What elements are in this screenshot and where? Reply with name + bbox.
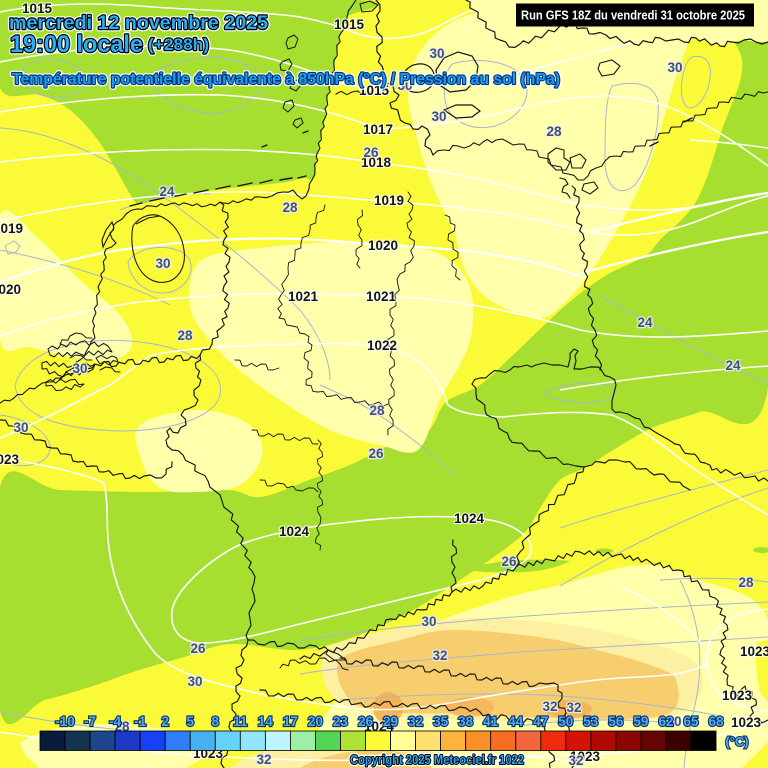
svg-text:1021: 1021 xyxy=(288,289,319,304)
svg-text:11: 11 xyxy=(233,714,248,729)
svg-text:Copyright 2025 Meteociel.fr 10: Copyright 2025 Meteociel.fr 1022 xyxy=(350,753,524,767)
svg-text:41: 41 xyxy=(483,714,499,729)
svg-text:50: 50 xyxy=(558,714,573,729)
svg-text:28: 28 xyxy=(546,124,562,139)
svg-text:35: 35 xyxy=(433,714,449,729)
svg-text:30: 30 xyxy=(13,420,28,435)
svg-text:30: 30 xyxy=(431,109,446,124)
svg-text:44: 44 xyxy=(508,714,524,729)
svg-text:1020: 1020 xyxy=(0,282,21,297)
svg-text:28: 28 xyxy=(738,575,754,590)
svg-text:26: 26 xyxy=(368,446,384,461)
svg-text:Copyright 2025 Meteociel.fr 10: Copyright 2025 Meteociel.fr 1022 xyxy=(350,753,524,767)
svg-text:24: 24 xyxy=(725,358,741,373)
svg-text:26: 26 xyxy=(363,145,379,160)
svg-text:24: 24 xyxy=(637,315,653,330)
svg-text:1019: 1019 xyxy=(0,221,23,236)
svg-text:8: 8 xyxy=(211,714,219,729)
svg-text:1018: 1018 xyxy=(361,155,392,170)
svg-text:30: 30 xyxy=(421,614,436,629)
svg-text:-4: -4 xyxy=(109,714,121,729)
svg-text:38: 38 xyxy=(458,714,474,729)
svg-text:26: 26 xyxy=(358,714,374,729)
svg-text:28: 28 xyxy=(282,200,298,215)
svg-text:mercredi 12 novembre 2025: mercredi 12 novembre 2025 xyxy=(9,12,268,34)
svg-text:26: 26 xyxy=(501,554,517,569)
svg-text:32: 32 xyxy=(408,714,423,729)
svg-text:Run GFS 18Z du vendredi 31 oct: Run GFS 18Z du vendredi 31 octobre 2025 xyxy=(521,9,745,23)
svg-text:32: 32 xyxy=(568,753,583,768)
svg-text:2: 2 xyxy=(161,714,169,729)
svg-text:47: 47 xyxy=(533,714,548,729)
svg-text:53: 53 xyxy=(583,714,599,729)
svg-text:-10: -10 xyxy=(55,714,75,729)
svg-text:30: 30 xyxy=(397,78,412,93)
svg-text:1023: 1023 xyxy=(0,452,20,467)
svg-text:1019: 1019 xyxy=(374,193,404,208)
svg-text:30: 30 xyxy=(187,674,202,689)
svg-text:23: 23 xyxy=(333,714,349,729)
svg-text:20: 20 xyxy=(308,714,323,729)
svg-text:mercredi 12 novembre 2025: mercredi 12 novembre 2025 xyxy=(9,12,268,34)
svg-text:30: 30 xyxy=(429,46,444,61)
svg-text:32: 32 xyxy=(566,700,581,715)
svg-text:14: 14 xyxy=(258,714,274,729)
svg-text:1024: 1024 xyxy=(454,511,485,526)
svg-text:59: 59 xyxy=(633,714,648,729)
svg-text:32: 32 xyxy=(432,648,447,663)
svg-text:(°C): (°C) xyxy=(725,734,748,749)
svg-text:30: 30 xyxy=(155,256,170,271)
svg-text:32: 32 xyxy=(542,699,557,714)
svg-text:30: 30 xyxy=(666,714,681,729)
svg-text:28: 28 xyxy=(177,328,193,343)
svg-text:56: 56 xyxy=(608,714,624,729)
svg-text:1023: 1023 xyxy=(722,688,753,703)
svg-text:19:00 locale: 19:00 locale xyxy=(10,31,143,58)
svg-text:1023: 1023 xyxy=(570,749,601,764)
svg-text:1015: 1015 xyxy=(334,17,365,32)
svg-text:17: 17 xyxy=(283,714,298,729)
svg-text:1022: 1022 xyxy=(367,338,397,353)
svg-text:1024: 1024 xyxy=(279,524,310,539)
svg-text:30: 30 xyxy=(667,60,682,75)
svg-text:1017: 1017 xyxy=(363,122,393,137)
svg-text:1020: 1020 xyxy=(368,238,398,253)
svg-text:1015: 1015 xyxy=(359,83,390,98)
svg-text:(+288h): (+288h) xyxy=(148,35,209,54)
svg-text:1023: 1023 xyxy=(731,715,762,730)
svg-text:32: 32 xyxy=(256,752,271,767)
svg-text:19:00 locale: 19:00 locale xyxy=(10,31,143,58)
svg-text:26: 26 xyxy=(190,641,206,656)
svg-text:5: 5 xyxy=(186,714,194,729)
svg-text:1015: 1015 xyxy=(22,1,53,16)
svg-text:30: 30 xyxy=(72,361,87,376)
svg-text:68: 68 xyxy=(708,714,724,729)
svg-text:29: 29 xyxy=(383,714,398,729)
svg-text:-1: -1 xyxy=(134,714,146,729)
svg-text:(+288h): (+288h) xyxy=(148,35,209,54)
svg-text:-7: -7 xyxy=(84,714,96,729)
svg-text:28: 28 xyxy=(369,403,385,418)
svg-text:Température potentielle équiva: Température potentielle équivalente à 85… xyxy=(12,71,560,88)
svg-text:1023: 1023 xyxy=(740,644,768,659)
svg-text:1021: 1021 xyxy=(366,289,397,304)
svg-text:62: 62 xyxy=(658,714,673,729)
svg-text:Température potentielle équiva: Température potentielle équivalente à 85… xyxy=(12,71,560,88)
svg-text:24: 24 xyxy=(159,184,175,199)
svg-text:65: 65 xyxy=(683,714,699,729)
